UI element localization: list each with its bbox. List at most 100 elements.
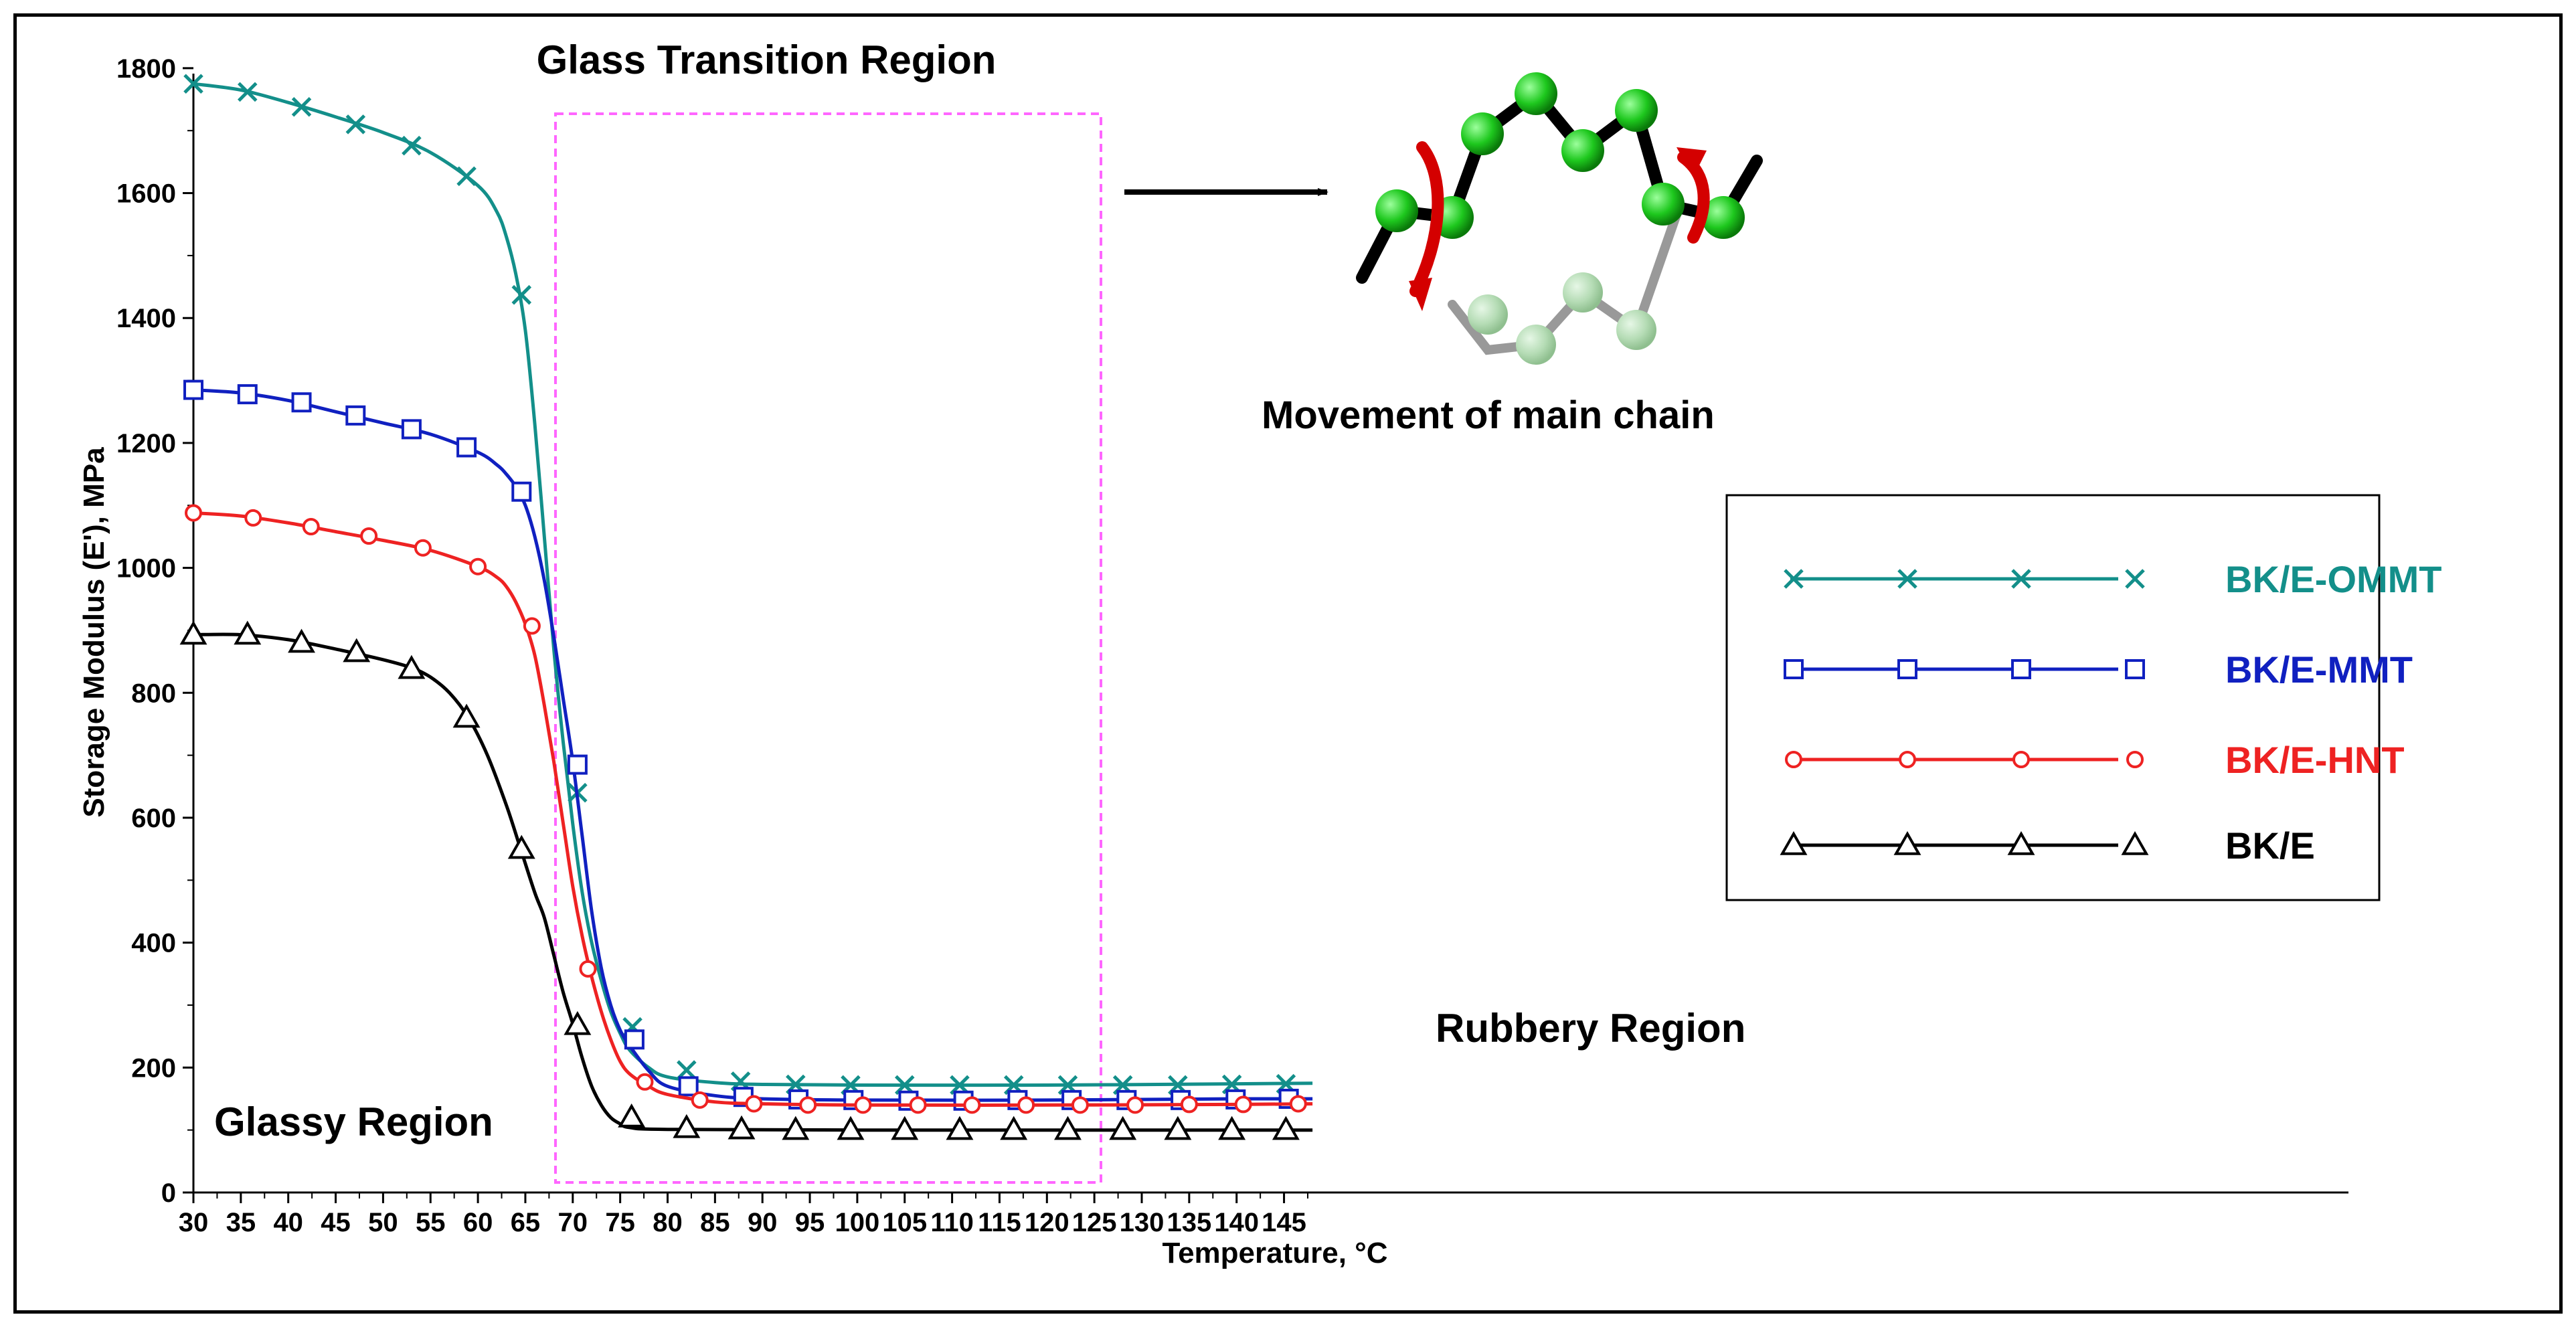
legend-item-bk-e-mmt: BK/E-MMT	[1784, 648, 2413, 691]
data-point-bk-e-hnt	[185, 504, 202, 522]
legend-marker-bk-e-mmt	[2125, 659, 2145, 679]
legend-marker-bk-e-mmt	[2011, 659, 2031, 679]
legend-marker-bk-e-ommt	[1897, 569, 1917, 589]
glass-transition-label: Glass Transition Region	[537, 37, 997, 82]
data-point-bk-e	[398, 654, 426, 679]
series-bk-e-mmt	[183, 379, 1313, 1111]
y-axis-title: Storage Modulus (E'), MPa	[78, 447, 110, 818]
legend: BK/E-OMMT BK/E-MMT BK/E-HNT BK/E	[1725, 494, 2442, 901]
series-line-bk-e-mmt	[193, 388, 1313, 1102]
storage-modulus-chart: 0 200 400 600 800 1000 1200 1400 1600 1800 30 35 40…	[78, 37, 2442, 1269]
glassy-region-label: Glassy Region	[214, 1099, 493, 1144]
x-tick-label: 55	[416, 1208, 446, 1237]
legend-label-bk-e-hnt: BK/E-HNT	[2225, 739, 2405, 781]
legend-marker-bk-e	[2007, 830, 2035, 855]
data-point-bk-e-hnt	[1180, 1095, 1198, 1114]
data-point-bk-e-ommt	[456, 166, 477, 187]
y-tick-label: 1000	[116, 554, 176, 584]
y-tick-label: 1200	[116, 429, 176, 458]
series-bk-e-hnt	[185, 504, 1313, 1114]
data-point-bk-e-hnt	[909, 1096, 927, 1114]
x-tick-label: 130	[1120, 1208, 1165, 1237]
x-tick-label: 125	[1072, 1208, 1117, 1237]
data-point-bk-e-hnt	[1126, 1096, 1144, 1114]
x-axis-title: Temperature, °C	[1162, 1237, 1387, 1269]
data-point-bk-e	[891, 1116, 919, 1140]
data-point-bk-e	[288, 628, 315, 653]
data-point-bk-e-hnt	[244, 509, 262, 527]
data-point-bk-e-ommt	[238, 82, 258, 102]
x-tick-label: 145	[1262, 1208, 1306, 1237]
data-point-bk-e	[1272, 1116, 1300, 1140]
data-point-bk-e-hnt	[691, 1091, 709, 1109]
data-point-bk-e	[1218, 1116, 1246, 1140]
data-point-bk-e-hnt	[302, 517, 320, 535]
data-point-bk-e-mmt	[237, 384, 258, 405]
legend-marker-bk-e	[1780, 830, 1808, 855]
data-point-bk-e	[1054, 1116, 1082, 1140]
data-point-bk-e-hnt	[1071, 1096, 1089, 1114]
y-tick-label: 200	[131, 1053, 176, 1083]
x-tick-label: 75	[605, 1208, 635, 1237]
legend-marker-bk-e-ommt	[2011, 569, 2031, 589]
legend-marker-bk-e-hnt	[2126, 751, 2144, 768]
data-point-bk-e	[782, 1116, 810, 1140]
legend-marker-bk-e-hnt	[1785, 751, 1802, 768]
data-point-bk-e-hnt	[799, 1096, 817, 1114]
data-point-bk-e	[1109, 1116, 1137, 1140]
axes: 0 200 400 600 800 1000 1200 1400 1600 1800 30 35 40…	[116, 54, 2348, 1237]
x-tick-label: 80	[653, 1208, 683, 1237]
x-tick-label: 70	[558, 1208, 588, 1237]
legend-marker-bk-e-mmt	[1784, 659, 1804, 679]
legend-box	[1725, 494, 2381, 901]
data-point-bk-e-hnt	[854, 1096, 872, 1114]
data-point-bk-e-ommt	[677, 1060, 697, 1080]
legend-marker-bk-e-mmt	[1897, 659, 1917, 679]
data-point-bk-e	[837, 1116, 865, 1140]
x-tick-label: 115	[978, 1208, 1021, 1237]
x-tick-label: 120	[1025, 1208, 1069, 1237]
x-tick-label: 60	[463, 1208, 493, 1237]
data-point-bk-e	[946, 1116, 974, 1140]
data-point-bk-e-hnt	[1289, 1095, 1307, 1113]
legend-label-bk-e: BK/E	[2225, 824, 2315, 867]
figure-frame: 0 200 400 600 800 1000 1200 1400 1600 1800 30 35 40…	[13, 13, 2563, 1314]
data-point-bk-e-mmt	[183, 379, 203, 400]
x-tick-label: 85	[700, 1208, 730, 1237]
x-tick-label: 105	[882, 1208, 927, 1237]
data-point-bk-e	[179, 620, 207, 645]
data-point-bk-e-mmt	[345, 405, 366, 426]
data-point-bk-e-mmt	[567, 754, 588, 775]
x-tick-label: 90	[748, 1208, 778, 1237]
data-point-bk-e	[564, 1010, 592, 1035]
series-bk-e-ommt	[183, 74, 1313, 1095]
movement-label: Movement of main chain	[1262, 393, 1715, 437]
legend-marker-bk-e-ommt	[2125, 569, 2145, 589]
x-tick-label: 65	[511, 1208, 541, 1237]
series-bk-e	[179, 620, 1313, 1140]
x-tick-label: 100	[835, 1208, 880, 1237]
y-tick-label: 800	[131, 679, 176, 708]
data-point-bk-e-hnt	[469, 557, 487, 576]
data-point-bk-e	[234, 620, 262, 645]
data-point-bk-e-hnt	[360, 527, 378, 545]
x-tick-label: 30	[179, 1208, 209, 1237]
data-point-bk-e-hnt	[414, 539, 432, 557]
data-point-bk-e	[452, 703, 481, 728]
legend-marker-bk-e-hnt	[1899, 751, 1916, 768]
x-tick-label: 35	[226, 1208, 256, 1237]
x-tick-label: 50	[368, 1208, 398, 1237]
data-point-bk-e	[1164, 1116, 1192, 1140]
data-point-bk-e-hnt	[1234, 1095, 1252, 1114]
data-point-bk-e-mmt	[291, 392, 312, 413]
data-point-bk-e	[343, 638, 371, 662]
x-tick-label: 140	[1214, 1208, 1259, 1237]
data-point-bk-e-hnt	[579, 960, 597, 978]
data-point-bk-e-ommt	[511, 284, 532, 305]
legend-item-bk-e: BK/E	[1780, 824, 2315, 867]
series-layer	[179, 74, 1313, 1140]
data-point-bk-e-ommt	[183, 74, 203, 94]
data-point-bk-e-hnt	[745, 1095, 763, 1113]
y-tick-label: 400	[131, 929, 176, 958]
x-tick-label: 135	[1167, 1208, 1211, 1237]
